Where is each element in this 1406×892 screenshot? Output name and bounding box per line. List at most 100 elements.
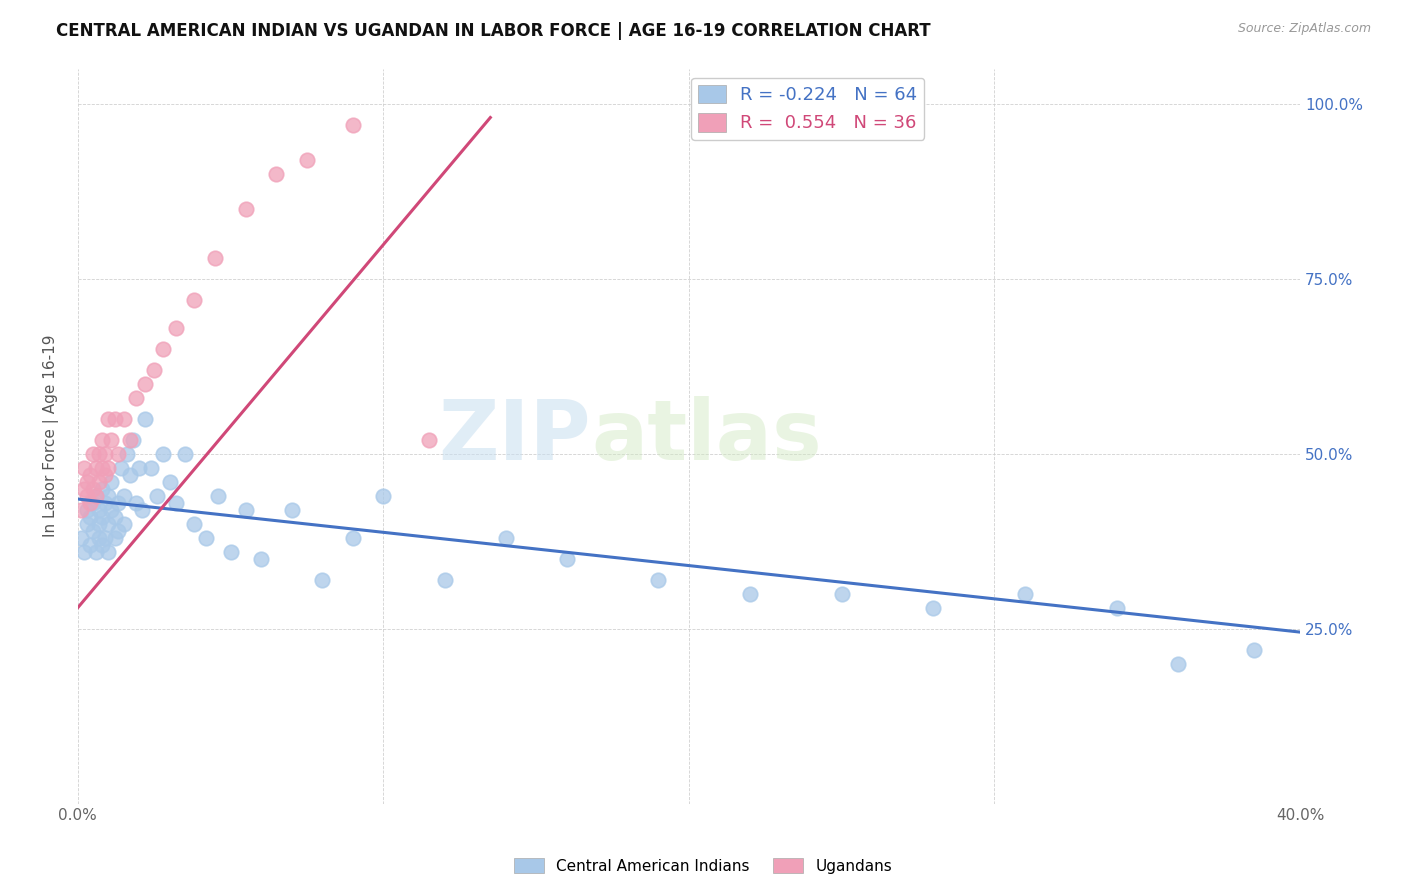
Legend: Central American Indians, Ugandans: Central American Indians, Ugandans bbox=[508, 852, 898, 880]
Point bbox=[495, 531, 517, 545]
Point bbox=[76, 475, 98, 489]
Point bbox=[89, 516, 111, 531]
Point bbox=[235, 202, 257, 216]
Point bbox=[84, 489, 107, 503]
Point bbox=[121, 433, 143, 447]
Point bbox=[79, 538, 101, 552]
Point bbox=[94, 446, 117, 460]
Point bbox=[128, 460, 150, 475]
Point bbox=[112, 516, 135, 531]
Point bbox=[100, 475, 122, 489]
Point bbox=[250, 551, 273, 566]
Point bbox=[100, 433, 122, 447]
Point bbox=[107, 524, 129, 538]
Point bbox=[831, 586, 853, 600]
Point bbox=[97, 489, 120, 503]
Point bbox=[107, 446, 129, 460]
Point bbox=[112, 489, 135, 503]
Point bbox=[84, 544, 107, 558]
Point bbox=[94, 531, 117, 545]
Point bbox=[89, 531, 111, 545]
Point bbox=[91, 460, 114, 475]
Point bbox=[146, 489, 169, 503]
Point bbox=[82, 495, 104, 509]
Text: atlas: atlas bbox=[591, 395, 823, 476]
Text: Source: ZipAtlas.com: Source: ZipAtlas.com bbox=[1237, 22, 1371, 36]
Point bbox=[73, 482, 96, 496]
Point bbox=[70, 531, 93, 545]
Point bbox=[73, 544, 96, 558]
Point bbox=[647, 573, 669, 587]
Point bbox=[76, 502, 98, 516]
Point bbox=[433, 573, 456, 587]
Point bbox=[1014, 586, 1036, 600]
Point bbox=[738, 586, 761, 600]
Point bbox=[82, 482, 104, 496]
Point bbox=[115, 446, 138, 460]
Point bbox=[207, 489, 229, 503]
Point bbox=[91, 433, 114, 447]
Point bbox=[183, 516, 205, 531]
Point bbox=[922, 600, 945, 615]
Point bbox=[103, 531, 125, 545]
Point bbox=[91, 538, 114, 552]
Point bbox=[183, 293, 205, 307]
Point bbox=[152, 342, 174, 356]
Point bbox=[266, 167, 288, 181]
Point bbox=[118, 467, 141, 482]
Point bbox=[173, 446, 195, 460]
Point bbox=[84, 489, 107, 503]
Point bbox=[97, 460, 120, 475]
Point bbox=[125, 495, 148, 509]
Point bbox=[79, 467, 101, 482]
Point bbox=[141, 460, 163, 475]
Point bbox=[342, 118, 364, 132]
Point bbox=[118, 433, 141, 447]
Point bbox=[84, 460, 107, 475]
Point bbox=[295, 153, 318, 167]
Point bbox=[70, 502, 93, 516]
Point bbox=[110, 460, 132, 475]
Point bbox=[91, 482, 114, 496]
Point bbox=[97, 516, 120, 531]
Legend: R = -0.224   N = 64, R =  0.554   N = 36: R = -0.224 N = 64, R = 0.554 N = 36 bbox=[692, 78, 924, 140]
Point bbox=[79, 495, 101, 509]
Point bbox=[97, 411, 120, 425]
Point bbox=[418, 433, 440, 447]
Y-axis label: In Labor Force | Age 16-19: In Labor Force | Age 16-19 bbox=[44, 334, 59, 537]
Point bbox=[1243, 642, 1265, 657]
Point bbox=[134, 411, 156, 425]
Point bbox=[94, 495, 117, 509]
Point bbox=[97, 544, 120, 558]
Point bbox=[143, 362, 166, 376]
Point bbox=[165, 495, 187, 509]
Point bbox=[219, 544, 242, 558]
Point bbox=[159, 475, 181, 489]
Point bbox=[73, 460, 96, 475]
Point bbox=[76, 489, 98, 503]
Point bbox=[1167, 657, 1189, 671]
Point bbox=[152, 446, 174, 460]
Point bbox=[112, 411, 135, 425]
Text: CENTRAL AMERICAN INDIAN VS UGANDAN IN LABOR FORCE | AGE 16-19 CORRELATION CHART: CENTRAL AMERICAN INDIAN VS UGANDAN IN LA… bbox=[56, 22, 931, 40]
Point bbox=[195, 531, 218, 545]
Point bbox=[89, 502, 111, 516]
Point bbox=[82, 524, 104, 538]
Point bbox=[281, 502, 304, 516]
Point bbox=[131, 502, 153, 516]
Point bbox=[555, 551, 578, 566]
Point bbox=[94, 467, 117, 482]
Point bbox=[107, 495, 129, 509]
Point bbox=[342, 531, 364, 545]
Point bbox=[373, 489, 395, 503]
Point bbox=[82, 446, 104, 460]
Text: ZIP: ZIP bbox=[439, 395, 591, 476]
Point bbox=[89, 446, 111, 460]
Point bbox=[204, 251, 226, 265]
Point bbox=[100, 502, 122, 516]
Point bbox=[1105, 600, 1128, 615]
Point bbox=[79, 509, 101, 524]
Point bbox=[91, 509, 114, 524]
Point bbox=[134, 376, 156, 391]
Point bbox=[76, 516, 98, 531]
